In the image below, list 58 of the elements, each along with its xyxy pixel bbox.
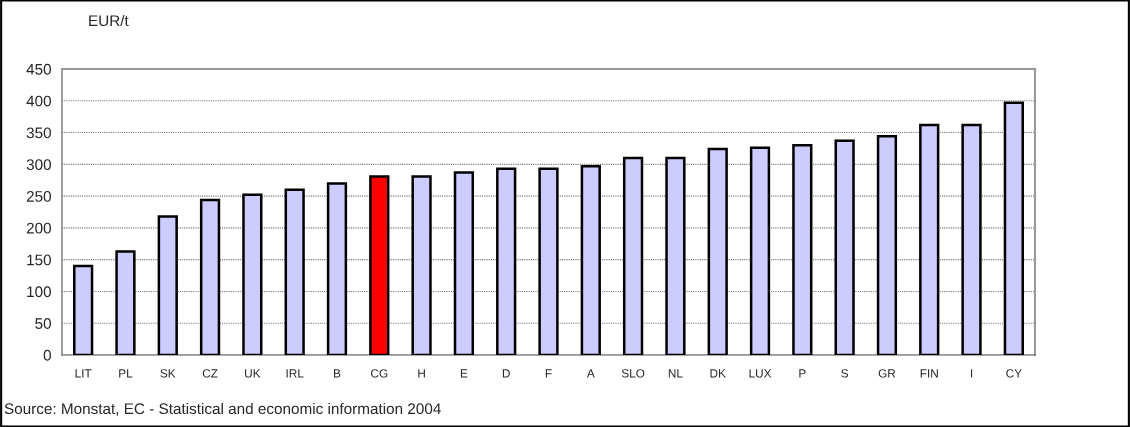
- x-tick-label: LUX: [749, 369, 772, 378]
- x-tick-label: DK: [710, 369, 726, 378]
- bar: [242, 193, 263, 355]
- x-tick-label: CZ: [202, 369, 218, 378]
- bar: [792, 144, 813, 355]
- bar: [1003, 101, 1024, 355]
- bar: [749, 146, 771, 355]
- bar: [284, 188, 305, 355]
- x-tick-label: CG: [371, 369, 388, 378]
- bar: [369, 175, 390, 355]
- bar: [665, 156, 686, 355]
- y-tick-label: 250: [26, 190, 51, 202]
- x-tick-label: NL: [668, 369, 683, 378]
- y-tick-label: 200: [26, 222, 51, 234]
- x-tick-label: UK: [245, 369, 261, 378]
- x-tick-label: D: [502, 369, 510, 378]
- bar: [961, 123, 982, 355]
- x-tick-label: E: [460, 369, 468, 378]
- bar: [622, 156, 644, 355]
- x-tick-label: S: [841, 369, 849, 378]
- bar: [876, 135, 898, 355]
- bar: [834, 139, 855, 355]
- bar: [326, 182, 348, 355]
- y-tick-label: 450: [26, 63, 51, 75]
- x-tick-label: FIN: [920, 369, 938, 378]
- bar: [580, 164, 601, 355]
- y-tick-label: 350: [26, 127, 51, 139]
- y-tick-label: 300: [26, 159, 51, 171]
- x-tick-label: F: [545, 369, 552, 378]
- x-tick-label: CY: [1006, 369, 1022, 378]
- source-note: Source: Monstat, EC - Statistical and economic information 2004: [4, 402, 441, 416]
- x-tick-label: B: [334, 369, 341, 378]
- bar: [707, 147, 728, 355]
- y-tick-label: 100: [27, 286, 51, 298]
- bar: [115, 250, 136, 355]
- x-tick-label: H: [418, 369, 425, 378]
- bar: [199, 198, 221, 355]
- bar: [73, 264, 94, 355]
- bar: [496, 167, 517, 355]
- x-tick-label: SK: [160, 369, 176, 378]
- bar: [411, 175, 432, 355]
- bar: [157, 215, 178, 355]
- y-tick-label: 50: [35, 318, 51, 329]
- bar: [453, 171, 475, 355]
- y-tick-label: 150: [27, 254, 51, 266]
- x-tick-label: I: [970, 369, 973, 378]
- x-tick-label: GR: [878, 369, 896, 378]
- x-tick-label: PL: [119, 369, 133, 378]
- x-tick-label: LIT: [75, 369, 92, 378]
- x-tick-label: A: [586, 369, 595, 378]
- y-axis-title: EUR/t: [89, 14, 129, 27]
- x-tick-label: SLO: [621, 369, 645, 378]
- y-tick-label: 400: [26, 95, 51, 107]
- bar: [919, 123, 940, 355]
- bar: [538, 167, 559, 355]
- y-tick-label: 0: [43, 349, 51, 361]
- x-tick-label: IRL: [286, 369, 304, 378]
- x-tick-label: P: [799, 369, 806, 378]
